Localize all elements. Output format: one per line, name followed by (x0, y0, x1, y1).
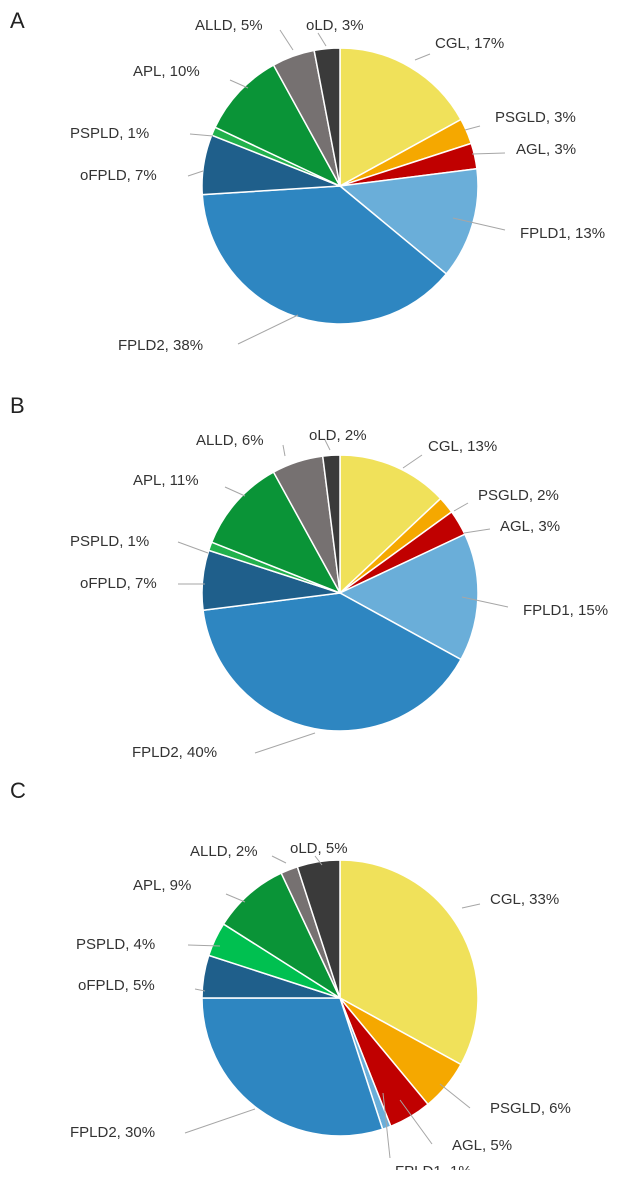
data-label-psgld: PSGLD, 2% (478, 487, 559, 504)
data-label-psgld: PSGLD, 6% (490, 1100, 571, 1117)
pie-chart-a: CGL, 17% PSGLD, 3% AGL, 3% FPLD1, 13% FPLD2,… (70, 17, 605, 354)
pie-slice-fpld1 (338, 167, 479, 276)
data-label-ofpld: oFPLD, 5% (78, 977, 155, 994)
leader-line (324, 439, 331, 451)
leader-line (177, 541, 209, 554)
chart-panel-c: C CGL, 33% PSGLD, 6% AGL, 5% FPLD1, 1% FPLD2… (0, 778, 633, 1170)
data-label-agl: AGL, 5% (452, 1137, 512, 1154)
leader-line (452, 217, 506, 231)
data-label-alld: ALLD, 2% (190, 843, 258, 860)
pie-slice-fpld2 (201, 997, 384, 1137)
data-label-fpld1: FPLD1, 15% (523, 602, 608, 619)
data-label-apl: APL, 9% (133, 877, 191, 894)
data-label-alld: ALLD, 6% (196, 432, 264, 449)
data-label-fpld2: FPLD2, 30% (70, 1124, 155, 1141)
leader-line (461, 596, 509, 608)
leader-line (439, 1083, 471, 1109)
data-label-pspld: PSPLD, 4% (76, 936, 155, 953)
pie-slice-fpld1 (338, 533, 479, 661)
data-label-old: oLD, 5% (290, 840, 348, 857)
leader-line (189, 133, 214, 137)
pie-slice-old (313, 47, 341, 187)
data-label-apl: APL, 10% (133, 63, 200, 80)
data-label-ofpld: oFPLD, 7% (80, 167, 157, 184)
panel-label-b: B (10, 393, 25, 418)
panel-label-c: C (10, 778, 26, 803)
data-label-fpld1: FPLD1, 1% (395, 1163, 472, 1170)
data-label-fpld2: FPLD2, 40% (132, 744, 217, 761)
data-label-old: oLD, 2% (309, 427, 367, 444)
data-label-alld: ALLD, 5% (195, 17, 263, 34)
data-label-fpld2: FPLD2, 38% (118, 337, 203, 354)
panel-label-a: A (10, 8, 25, 33)
pie-slice-fpld2 (201, 185, 448, 325)
leader-line (463, 528, 491, 534)
leader-line (453, 502, 469, 512)
data-label-pspld: PSPLD, 1% (70, 533, 149, 550)
data-label-agl: AGL, 3% (500, 518, 560, 535)
data-label-agl: AGL, 3% (516, 141, 576, 158)
chart-panel-b: B CGL, 13% PSGLD, 2% AGL, 3% FPLD1, 15% FPLD… (0, 393, 633, 785)
leader-line (414, 53, 431, 61)
pie-chart-c: CGL, 33% PSGLD, 6% AGL, 5% FPLD1, 1% FPLD2, … (70, 840, 571, 1170)
leader-line (224, 486, 246, 497)
leader-line (237, 314, 299, 345)
leader-line (184, 1108, 256, 1134)
chart-panel-a: A CGL, 17% PSGLD, 3% AGL, 3% FPLD1, 13% FPLD… (0, 8, 633, 400)
leader-line (187, 170, 204, 177)
pie-slice-old (321, 454, 341, 594)
leader-line (254, 732, 316, 754)
leader-line (402, 454, 423, 469)
leader-line (271, 855, 287, 864)
data-label-ofpld: oFPLD, 7% (80, 575, 157, 592)
pie-slice-cgl (339, 859, 479, 1066)
data-label-cgl: CGL, 13% (428, 438, 497, 455)
leader-line (382, 1092, 391, 1159)
pie-slice-old (296, 859, 341, 999)
leader-line (194, 988, 206, 992)
leader-line (317, 32, 327, 47)
leader-line (399, 1099, 433, 1145)
leader-line (282, 444, 286, 457)
pie-slice-cgl (339, 47, 462, 188)
leader-line (471, 152, 506, 155)
data-label-old: oLD, 3% (306, 17, 364, 34)
data-label-cgl: CGL, 17% (435, 35, 504, 52)
leader-line (314, 855, 323, 866)
leader-line (187, 944, 221, 947)
data-label-psgld: PSGLD, 3% (495, 109, 576, 126)
leader-line (464, 125, 481, 131)
leader-line (279, 29, 294, 51)
pie-slice-apl (210, 471, 342, 595)
pie-slice-apl (214, 64, 342, 188)
leader-line (229, 79, 249, 89)
data-label-apl: APL, 11% (133, 472, 199, 489)
data-label-fpld1: FPLD1, 13% (520, 225, 605, 242)
data-label-pspld: PSPLD, 1% (70, 125, 149, 142)
data-label-cgl: CGL, 33% (490, 891, 559, 908)
pie-slice-cgl (339, 454, 442, 595)
pie-slice-fpld2 (202, 592, 462, 732)
leader-line (461, 903, 481, 909)
pie-chart-b: CGL, 13% PSGLD, 2% AGL, 3% FPLD1, 15% FPLD2,… (70, 427, 608, 761)
leader-line (225, 893, 246, 903)
